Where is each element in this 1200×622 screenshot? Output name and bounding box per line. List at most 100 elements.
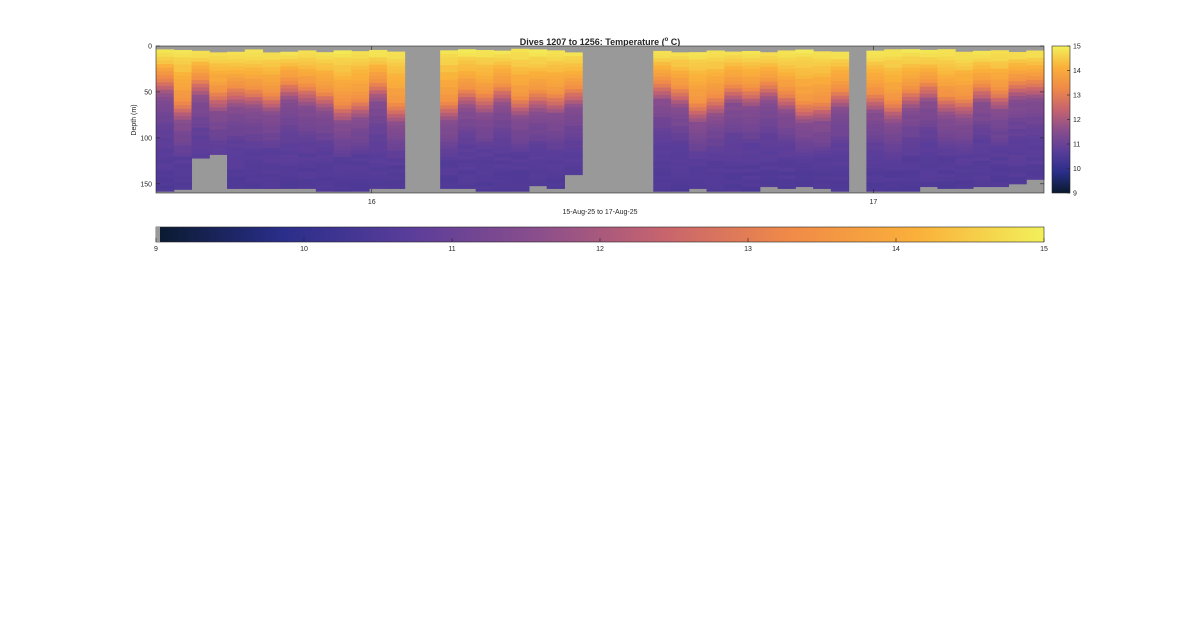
heatmap-cell	[315, 155, 335, 160]
heatmap-cell	[724, 165, 743, 170]
heatmap-cell	[688, 99, 708, 105]
heatmap-cell	[440, 101, 459, 106]
heatmap-cell	[1026, 146, 1045, 151]
heatmap-cell	[173, 167, 193, 172]
heatmap-cell	[351, 157, 370, 162]
dive-profile-column	[369, 49, 388, 189]
heatmap-cell	[884, 100, 903, 105]
heatmap-cell	[813, 179, 832, 185]
heatmap-cell	[227, 77, 246, 82]
heatmap-cell	[990, 156, 1009, 161]
heatmap-cell	[724, 154, 743, 159]
heatmap-cell	[866, 87, 885, 92]
heatmap-cell	[386, 183, 406, 189]
heatmap-cell	[742, 135, 761, 140]
heatmap-cell	[440, 127, 459, 132]
heatmap-cell	[866, 138, 885, 144]
heatmap-cell	[759, 169, 779, 174]
heatmap-cell	[653, 87, 672, 92]
heatmap-cell	[795, 163, 814, 168]
heatmap-cell	[972, 175, 992, 180]
heatmap-cell	[298, 90, 317, 95]
heatmap-cell	[688, 158, 708, 163]
heatmap-cell	[156, 60, 175, 65]
heatmap-cell	[813, 54, 832, 60]
dive-profile-column	[759, 52, 779, 188]
heatmap-cell	[333, 87, 352, 92]
heatmap-cell	[955, 173, 974, 178]
heatmap-cell	[227, 92, 246, 97]
heatmap-cell	[1026, 105, 1045, 110]
heatmap-cell	[209, 122, 228, 127]
heatmap-cell	[671, 188, 690, 192]
heatmap-cell	[1008, 173, 1027, 178]
heatmap-cell	[919, 149, 938, 154]
heatmap-cell	[262, 158, 281, 164]
heatmap-cell	[688, 52, 708, 57]
heatmap-cell	[333, 65, 352, 70]
heatmap-cell	[919, 108, 938, 113]
heatmap-cell	[475, 127, 494, 132]
heatmap-cell	[777, 179, 796, 184]
heatmap-cell	[333, 175, 352, 180]
heatmap-cell	[333, 116, 352, 121]
heatmap-cell	[742, 61, 761, 67]
heatmap-cell	[386, 95, 406, 100]
dive-profile-column	[315, 52, 335, 192]
heatmap-cell	[777, 131, 796, 136]
heatmap-cell	[830, 70, 850, 75]
colorbar-tick-label: 9	[1073, 191, 1077, 198]
heatmap-cell	[955, 154, 974, 159]
heatmap-cell	[937, 85, 956, 91]
heatmap-cell	[955, 77, 974, 82]
heatmap-cell	[795, 159, 814, 164]
heatmap-cell	[440, 156, 459, 162]
heatmap-cell	[493, 179, 512, 184]
heatmap-cell	[937, 96, 956, 102]
heatmap-cell	[227, 81, 246, 86]
heatmap-cell	[1026, 72, 1045, 77]
heatmap-cell	[546, 72, 565, 77]
heatmap-cell	[173, 49, 193, 55]
heatmap-cell	[671, 155, 690, 160]
heatmap-cell	[671, 111, 690, 116]
heatmap-cell	[298, 65, 317, 70]
heatmap-cell	[191, 58, 210, 63]
heatmap-cell	[280, 139, 299, 145]
heatmap-cell	[369, 141, 388, 146]
heatmap-cell	[919, 163, 938, 168]
heatmap-cell	[280, 84, 299, 90]
heatmap-cell	[937, 122, 956, 127]
heatmap-cell	[315, 74, 335, 79]
heatmap-cell	[475, 156, 494, 161]
heatmap-cell	[564, 100, 583, 105]
heatmap-cell	[156, 144, 175, 150]
heatmap-cell	[1008, 114, 1027, 119]
heatmap-cell	[706, 116, 725, 121]
heatmap-cell	[546, 57, 565, 62]
heatmap-cell	[795, 64, 814, 69]
heatmap-cell	[262, 125, 281, 131]
heatmap-cell	[653, 131, 672, 136]
heatmap-cell	[866, 124, 885, 129]
heatmap-cell	[564, 85, 583, 90]
heatmap-cell	[227, 117, 246, 123]
heatmap-cell	[866, 153, 885, 158]
heatmap-cell	[227, 55, 246, 60]
heatmap-cell	[742, 186, 761, 192]
heatmap-cell	[191, 135, 210, 140]
heatmap-cell	[866, 135, 885, 140]
heatmap-cell	[742, 124, 761, 129]
heatmap-cell	[156, 89, 175, 94]
heatmap-cell	[884, 181, 903, 186]
heatmap-cell	[795, 123, 814, 128]
heatmap-cell	[457, 67, 477, 72]
heatmap-cell	[884, 166, 903, 172]
heatmap-cell	[191, 76, 210, 81]
heatmap-cell	[298, 134, 317, 140]
heatmap-cell	[457, 82, 477, 87]
heatmap-cell	[564, 63, 583, 68]
heatmap-cell	[742, 95, 761, 100]
heatmap-cell	[777, 68, 796, 73]
